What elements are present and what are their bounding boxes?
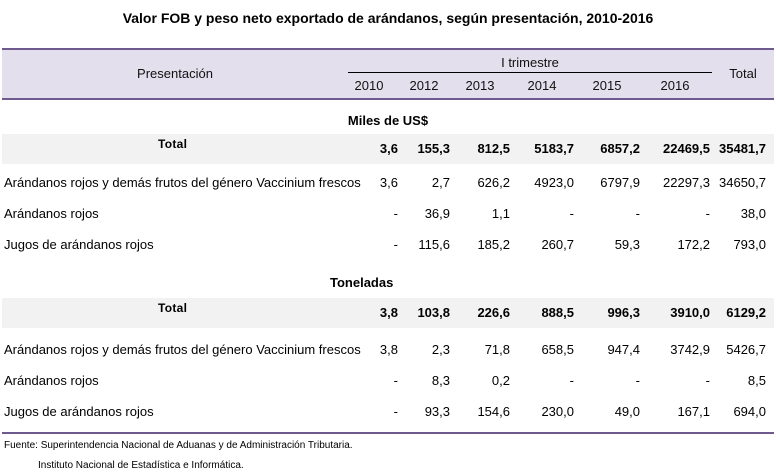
cell-2015: - — [635, 206, 640, 221]
header-year-2015: 2015 — [592, 78, 622, 93]
cell-2010: 3,8 — [379, 305, 398, 320]
row-label: Arándanos rojos y demás frutos del géner… — [4, 342, 361, 357]
row-label: Total — [158, 301, 188, 315]
row-label: Arándanos rojos y demás frutos del géner… — [4, 175, 361, 190]
table-row: Jugos de arándanos rojos - 93,3 154,6 23… — [2, 397, 774, 427]
cell-2012: 36,9 — [424, 206, 450, 221]
cell-2014: 658,5 — [541, 342, 574, 357]
cell-2015: 49,0 — [614, 404, 640, 419]
cell-2016: 3910,0 — [670, 305, 710, 320]
source-note: Fuente: Superintendencia Nacional de Adu… — [4, 440, 353, 451]
cell-total: 5426,7 — [726, 342, 766, 357]
cell-2013: 0,2 — [491, 373, 510, 388]
cell-total: 35481,7 — [719, 141, 766, 156]
cell-2014: 260,7 — [541, 237, 574, 252]
header-year-2010: 2010 — [354, 78, 384, 93]
table-row: Arándanos rojos - 8,3 0,2 - - - 8,5 — [2, 366, 774, 396]
cell-2016: 22469,5 — [663, 141, 710, 156]
header-year-2012: 2012 — [409, 78, 439, 93]
cell-2012: 115,6 — [418, 237, 450, 252]
table-row: Total 3,6 155,3 812,5 5183,7 6857,2 2246… — [2, 134, 774, 164]
cell-2013: 154,6 — [477, 404, 510, 419]
header-group-trimestre: I trimestre — [501, 55, 559, 70]
cell-2012: 93,3 — [424, 404, 450, 419]
cell-total: 793,0 — [733, 237, 766, 252]
table-row: Jugos de arándanos rojos - 115,6 185,2 2… — [2, 230, 774, 260]
row-label: Total — [158, 137, 188, 151]
cell-2016: - — [705, 206, 710, 221]
cell-2013: 812,5 — [477, 141, 510, 156]
table-title: Valor FOB y peso neto exportado de aránd… — [122, 10, 654, 26]
cell-2010: - — [393, 404, 398, 419]
cell-2014: - — [569, 373, 574, 388]
cell-2016: 167,1 — [677, 404, 710, 419]
cell-2015: 6857,2 — [600, 141, 640, 156]
cell-2014: 888,5 — [541, 305, 574, 320]
header-total: Total — [729, 66, 757, 81]
cell-2014: 4923,0 — [534, 175, 574, 190]
elaboration-note: Instituto Nacional de Estadística e Info… — [38, 460, 244, 471]
cell-2010: 3,6 — [379, 175, 398, 190]
cell-2015: 947,4 — [607, 342, 640, 357]
cell-2013: 1,1 — [491, 206, 510, 221]
cell-2015: 996,3 — [607, 305, 640, 320]
cell-2010: 3,6 — [379, 141, 398, 156]
table-row: Arándanos rojos y demás frutos del géner… — [2, 335, 774, 365]
cell-2016: 3742,9 — [670, 342, 710, 357]
row-label: Arándanos rojos — [4, 373, 99, 388]
cell-2014: - — [569, 206, 574, 221]
cell-2013: 626,2 — [477, 175, 510, 190]
cell-2015: 6797,9 — [600, 175, 640, 190]
cell-2014: 5183,7 — [534, 141, 574, 156]
table-row: Arándanos rojos y demás frutos del géner… — [2, 168, 774, 198]
cell-total: 34650,7 — [719, 175, 766, 190]
section-label-miles-usd: Miles de US$ — [347, 113, 429, 128]
header-presentacion: Presentación — [137, 66, 213, 81]
table-bottom-rule — [2, 432, 774, 434]
cell-2010: - — [393, 237, 398, 252]
cell-total: 694,0 — [733, 404, 766, 419]
cell-2012: 103,8 — [417, 305, 450, 320]
row-label: Jugos de arándanos rojos — [4, 404, 154, 419]
cell-total: 38,0 — [740, 206, 766, 221]
cell-2010: - — [393, 206, 398, 221]
table-header: Presentación I trimestre 2010 2012 2013 … — [2, 48, 774, 100]
table-row: Total 3,8 103,8 226,6 888,5 996,3 3910,0… — [2, 298, 774, 328]
cell-2012: 2,7 — [431, 175, 450, 190]
header-year-2016: 2016 — [660, 78, 690, 93]
cell-2013: 71,8 — [484, 342, 510, 357]
cell-total: 6129,2 — [726, 305, 766, 320]
cell-2012: 2,3 — [431, 342, 450, 357]
cell-2016: 22297,3 — [663, 175, 710, 190]
cell-total: 8,5 — [747, 373, 766, 388]
header-year-2014: 2014 — [527, 78, 557, 93]
cell-2014: 230,0 — [541, 404, 574, 419]
cell-2013: 226,6 — [477, 305, 510, 320]
header-year-2013: 2013 — [465, 78, 495, 93]
cell-2010: - — [393, 373, 398, 388]
cell-2015: - — [635, 373, 640, 388]
cell-2012: 155,3 — [417, 141, 450, 156]
cell-2013: 185,2 — [477, 237, 510, 252]
section-label-toneladas: Toneladas — [330, 275, 394, 290]
cell-2016: - — [705, 373, 710, 388]
header-group-rule — [348, 72, 712, 73]
cell-2016: 172,2 — [677, 237, 710, 252]
cell-2012: 8,3 — [431, 373, 450, 388]
row-label: Arándanos rojos — [4, 206, 99, 221]
cell-2015: 59,3 — [614, 237, 640, 252]
row-label: Jugos de arándanos rojos — [4, 237, 154, 252]
cell-2010: 3,8 — [379, 342, 398, 357]
table-row: Arándanos rojos - 36,9 1,1 - - - 38,0 — [2, 199, 774, 229]
